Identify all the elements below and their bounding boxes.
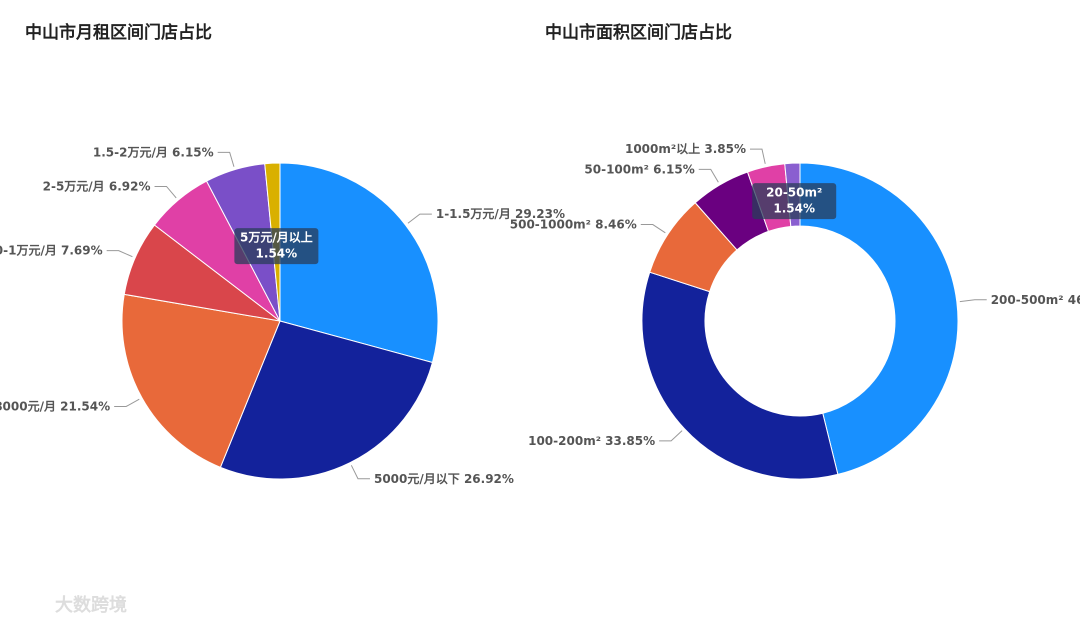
category-label: 2-5万元/月 [43,179,105,193]
category-label: 5000-8000元/月 [0,399,56,413]
slice-label: 8000-1万元/月 7.69% [0,243,103,257]
value-label: 7.69% [61,243,103,257]
slice-label: 5万元/月以上 [240,230,313,245]
slice-label: 200-500m² 46.15% [991,292,1080,306]
category-label: 1000m²以上 [625,141,700,156]
slice-label: 5000元/月以下 26.92% [374,471,514,485]
leader-line [114,398,140,407]
chart-title: 中山市面积区间门店占比 [545,22,732,43]
leader-line [749,148,766,164]
slice-label: 100-200m² 33.85% [528,433,655,447]
value-label: 33.85% [605,433,655,447]
chart-title: 中山市月租区间门店占比 [25,22,212,43]
category-label: 1.5-2万元/月 [93,145,168,159]
slice-label: 1000m²以上 3.85% [625,141,746,156]
slice [121,293,281,468]
slice-label: 2-5万元/月 6.92% [43,179,151,193]
leader-line [640,224,666,234]
slice-label: 500-1000m² 8.46% [510,217,637,231]
slice [799,162,959,476]
value-label: 1.54% [256,247,298,261]
label-box [752,183,837,220]
slice [219,320,434,480]
value-label: 6.15% [653,162,695,176]
value-label: 21.54% [60,399,110,413]
leader-line [659,430,683,442]
category-label: 50-100m² [584,162,649,176]
value-label: 3.85% [704,142,746,156]
slice [641,271,839,480]
category-label: 5000元/月以下 [374,471,460,485]
value-label: 26.92% [464,471,514,485]
watermark: 大数跨境 [55,594,127,616]
category-label: 200-500m² [991,292,1064,306]
value-label: 29.23% [515,207,565,221]
slice-label: 1.5-2万元/月 6.15% [93,145,214,159]
slice-label: 5000-8000元/月 21.54% [0,399,110,413]
leader-line [350,465,370,480]
slice-label: 50-100m² 6.15% [584,162,694,176]
value-label: 8.46% [595,217,637,231]
category-label: 8000-1万元/月 [0,243,57,257]
value-label: 6.15% [172,145,214,159]
slice-label: 1-1.5万元/月 29.23% [436,207,565,221]
leader-line [106,250,133,258]
leader-line [154,185,177,199]
label-box [234,228,319,265]
category-label: 100-200m² [528,433,601,447]
slice-label: 20-50m² [766,186,822,200]
value-label: 1.54% [773,202,815,216]
leader-line [959,299,987,303]
slice [279,162,439,364]
category-label: 500-1000m² [510,217,591,231]
value-label: 46.15% [1068,292,1080,306]
leader-line [407,213,432,224]
value-label: 6.92% [109,179,151,193]
leader-line [217,151,235,167]
leader-line [698,168,719,183]
category-label: 1-1.5万元/月 [436,207,511,221]
